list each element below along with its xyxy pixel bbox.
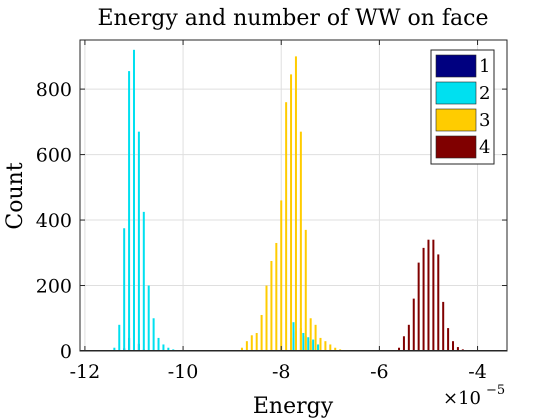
x-axis-exponent: ×10 −5 [443, 383, 505, 409]
bar-series-6-0 [292, 322, 295, 351]
bar-series-4-11 [452, 341, 455, 351]
bar-series-4-6 [427, 239, 430, 351]
legend-label-2: 2 [479, 83, 490, 104]
bar-series-3-2 [250, 335, 253, 351]
bar-series-4-8 [437, 254, 440, 351]
bar-series-3-18 [329, 344, 332, 351]
x-tick-label-1: -10 [168, 361, 199, 383]
bar-series-6-4 [317, 344, 320, 351]
legend-label-4: 4 [479, 137, 490, 158]
y-tick-label-1: 200 [36, 276, 72, 298]
bar-series-2-4 [132, 49, 135, 352]
legend-swatch-1 [435, 54, 477, 78]
legend-swatch-2 [435, 81, 477, 105]
bar-series-4-5 [422, 247, 425, 351]
y-tick-label-3: 600 [36, 145, 72, 167]
bar-series-2-1 [118, 324, 121, 351]
bar-series-2-3 [128, 71, 131, 351]
bar-series-3-12 [299, 131, 302, 351]
bar-series-3-0 [240, 347, 243, 351]
y-tick-label-4: 800 [36, 79, 72, 101]
y-tick-label-0: 0 [60, 341, 72, 363]
bar-series-3-9 [285, 102, 288, 351]
bar-series-2-8 [152, 318, 155, 351]
bar-series-5-2 [299, 328, 302, 351]
bar-series-4-3 [412, 298, 415, 351]
bar-series-4-12 [456, 347, 459, 351]
bar-series-3-10 [290, 74, 293, 351]
bar-series-5-4 [309, 341, 312, 351]
x-axis-ticks: -12 -10 -8 -6 -4 [70, 40, 487, 383]
bar-series-3-8 [280, 200, 283, 351]
bar-series-3-11 [294, 56, 297, 352]
legend-swatch-4 [435, 135, 477, 159]
x-tick-label-2: -8 [272, 361, 291, 383]
bar-series-3-15 [314, 324, 317, 351]
bar-series-2-0 [113, 347, 116, 351]
bar-series-3-19 [334, 347, 337, 351]
bar-series-6-1 [302, 332, 305, 351]
bar-series-3-13 [304, 229, 307, 351]
x-axis-label: Energy [253, 394, 334, 419]
bar-series-4-2 [407, 324, 410, 351]
bar-series-4-1 [402, 336, 405, 351]
x-tick-label-0: -12 [70, 361, 101, 383]
legend-swatch-3 [435, 108, 477, 132]
chart-title: Energy and number of WW on face [97, 6, 488, 31]
bar-series-2-2 [123, 228, 126, 351]
bar-series-3-7 [275, 242, 278, 351]
y-axis-ticks: 0 200 400 600 800 [36, 79, 507, 363]
bar-series-4-10 [447, 328, 450, 351]
bar-series-2-7 [147, 285, 150, 351]
bar-series-5-1 [294, 331, 297, 351]
bar-series-4-9 [442, 301, 445, 351]
y-tick-label-2: 400 [36, 210, 72, 232]
bar-series-3-3 [255, 332, 258, 351]
bar-series-2-5 [137, 131, 140, 351]
exponent-base: ×10 [443, 388, 481, 409]
bar-series-2-11 [167, 347, 170, 351]
bar-series-5-0 [290, 337, 293, 351]
bar-series-3-14 [309, 318, 312, 351]
bar-series-3-16 [319, 337, 322, 351]
bar-series-3-4 [260, 314, 263, 351]
bar-series-3-5 [265, 285, 268, 351]
bar-series-3-17 [324, 341, 327, 351]
bar-series-4-4 [417, 262, 420, 351]
plot-area-border [79, 39, 508, 352]
y-axis-label: Count [3, 162, 28, 229]
x-tick-label-3: -6 [370, 361, 389, 383]
legend-label-1: 1 [479, 56, 490, 77]
x-tick-label-4: -4 [468, 361, 487, 383]
bar-series-6-2 [307, 337, 310, 351]
bar-series-4-0 [398, 347, 401, 351]
bar-series-2-10 [162, 344, 165, 351]
bar-series-2-6 [142, 211, 145, 351]
bar-marks [80, 49, 507, 352]
exponent-power: −5 [486, 383, 505, 398]
bar-series-3-1 [245, 341, 248, 351]
bar-series-2-9 [157, 337, 160, 351]
legend: 1 2 3 4 [430, 49, 495, 165]
bar-series-5-3 [304, 336, 307, 351]
bar-series-3-6 [270, 260, 273, 351]
bar-series-4-7 [432, 239, 435, 351]
legend-label-3: 3 [479, 110, 490, 131]
bar-series-6-3 [312, 339, 315, 351]
